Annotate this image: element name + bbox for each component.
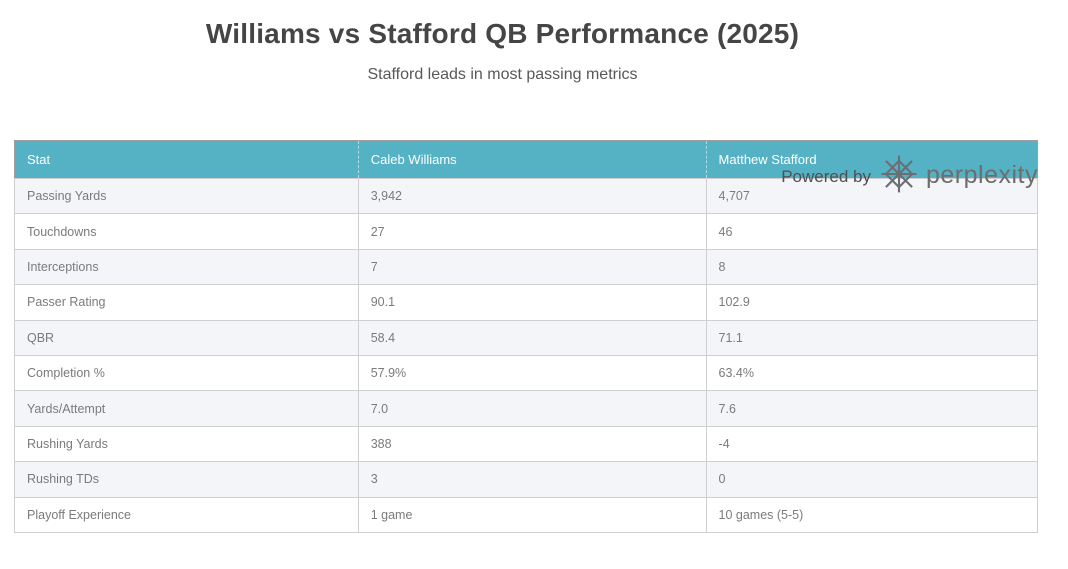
stat-name-cell: Rushing Yards: [14, 425, 359, 463]
stat-value-cell: 90.1: [357, 284, 707, 321]
stat-value-cell: 58.4: [357, 319, 707, 356]
stat-name-cell: QBR: [14, 319, 359, 356]
stat-value-cell: 63.4%: [705, 354, 1039, 392]
stat-value-cell: 3: [357, 461, 707, 498]
stat-value-cell: 57.9%: [357, 354, 707, 392]
stat-name-cell: Playoff Experience: [14, 496, 359, 533]
column-header-stat: Stat: [14, 140, 359, 179]
stat-value-cell: -4: [705, 425, 1039, 463]
table-row: QBR 58.4 71.1: [14, 319, 1039, 356]
stat-name-cell: Yards/Attempt: [14, 390, 359, 427]
stat-value-cell: 7: [357, 248, 707, 286]
stat-value-cell: 46: [705, 213, 1039, 250]
stat-value-cell: 8: [705, 248, 1039, 286]
stat-name-cell: Completion %: [14, 354, 359, 392]
table-row: Yards/Attempt 7.0 7.6: [14, 390, 1039, 427]
chart-heading: Williams vs Stafford QB Performance (202…: [0, 0, 1005, 84]
stats-table: Stat Caleb Williams Matthew Stafford Pas…: [14, 140, 1039, 533]
stat-value-cell: 7.0: [357, 390, 707, 427]
stat-name-cell: Touchdowns: [14, 213, 359, 250]
stat-value-cell: 10 games (5-5): [705, 496, 1039, 533]
page-subtitle: Stafford leads in most passing metrics: [367, 66, 638, 83]
stat-value-cell: 102.9: [705, 284, 1039, 321]
stat-value-cell: 0: [705, 461, 1039, 498]
page-title: Williams vs Stafford QB Performance (202…: [205, 18, 800, 49]
table-row: Passing Yards 3,942 4,707: [14, 177, 1039, 215]
column-header-williams: Caleb Williams: [358, 140, 707, 179]
stat-value-cell: 71.1: [705, 319, 1039, 356]
stat-name-cell: Rushing TDs: [14, 461, 359, 498]
stat-value-cell: 7.6: [705, 390, 1039, 427]
table-row: Touchdowns 27 46: [14, 213, 1039, 250]
table-row: Rushing TDs 3 0: [14, 461, 1039, 498]
stat-value-cell: 1 game: [357, 496, 707, 533]
stats-table-container: Stat Caleb Williams Matthew Stafford Pas…: [14, 140, 1039, 533]
column-header-stafford: Matthew Stafford: [706, 140, 1038, 179]
stat-value-cell: 27: [357, 213, 707, 250]
stat-value-cell: 4,707: [705, 177, 1039, 215]
table-row: Completion % 57.9% 63.4%: [14, 354, 1039, 392]
stat-value-cell: 3,942: [357, 177, 707, 215]
stat-name-cell: Passing Yards: [14, 177, 359, 215]
table-row: Rushing Yards 388 -4: [14, 425, 1039, 463]
table-row: Passer Rating 90.1 102.9: [14, 284, 1039, 321]
stat-name-cell: Passer Rating: [14, 284, 359, 321]
table-header-row: Stat Caleb Williams Matthew Stafford: [14, 140, 1038, 179]
table-row: Interceptions 7 8: [14, 248, 1039, 286]
table-row: Playoff Experience 1 game 10 games (5-5): [14, 496, 1039, 533]
stat-value-cell: 388: [357, 425, 707, 463]
table-body: Passing Yards 3,942 4,707 Touchdowns 27 46 Int…: [14, 177, 1039, 533]
stat-name-cell: Interceptions: [14, 248, 359, 286]
